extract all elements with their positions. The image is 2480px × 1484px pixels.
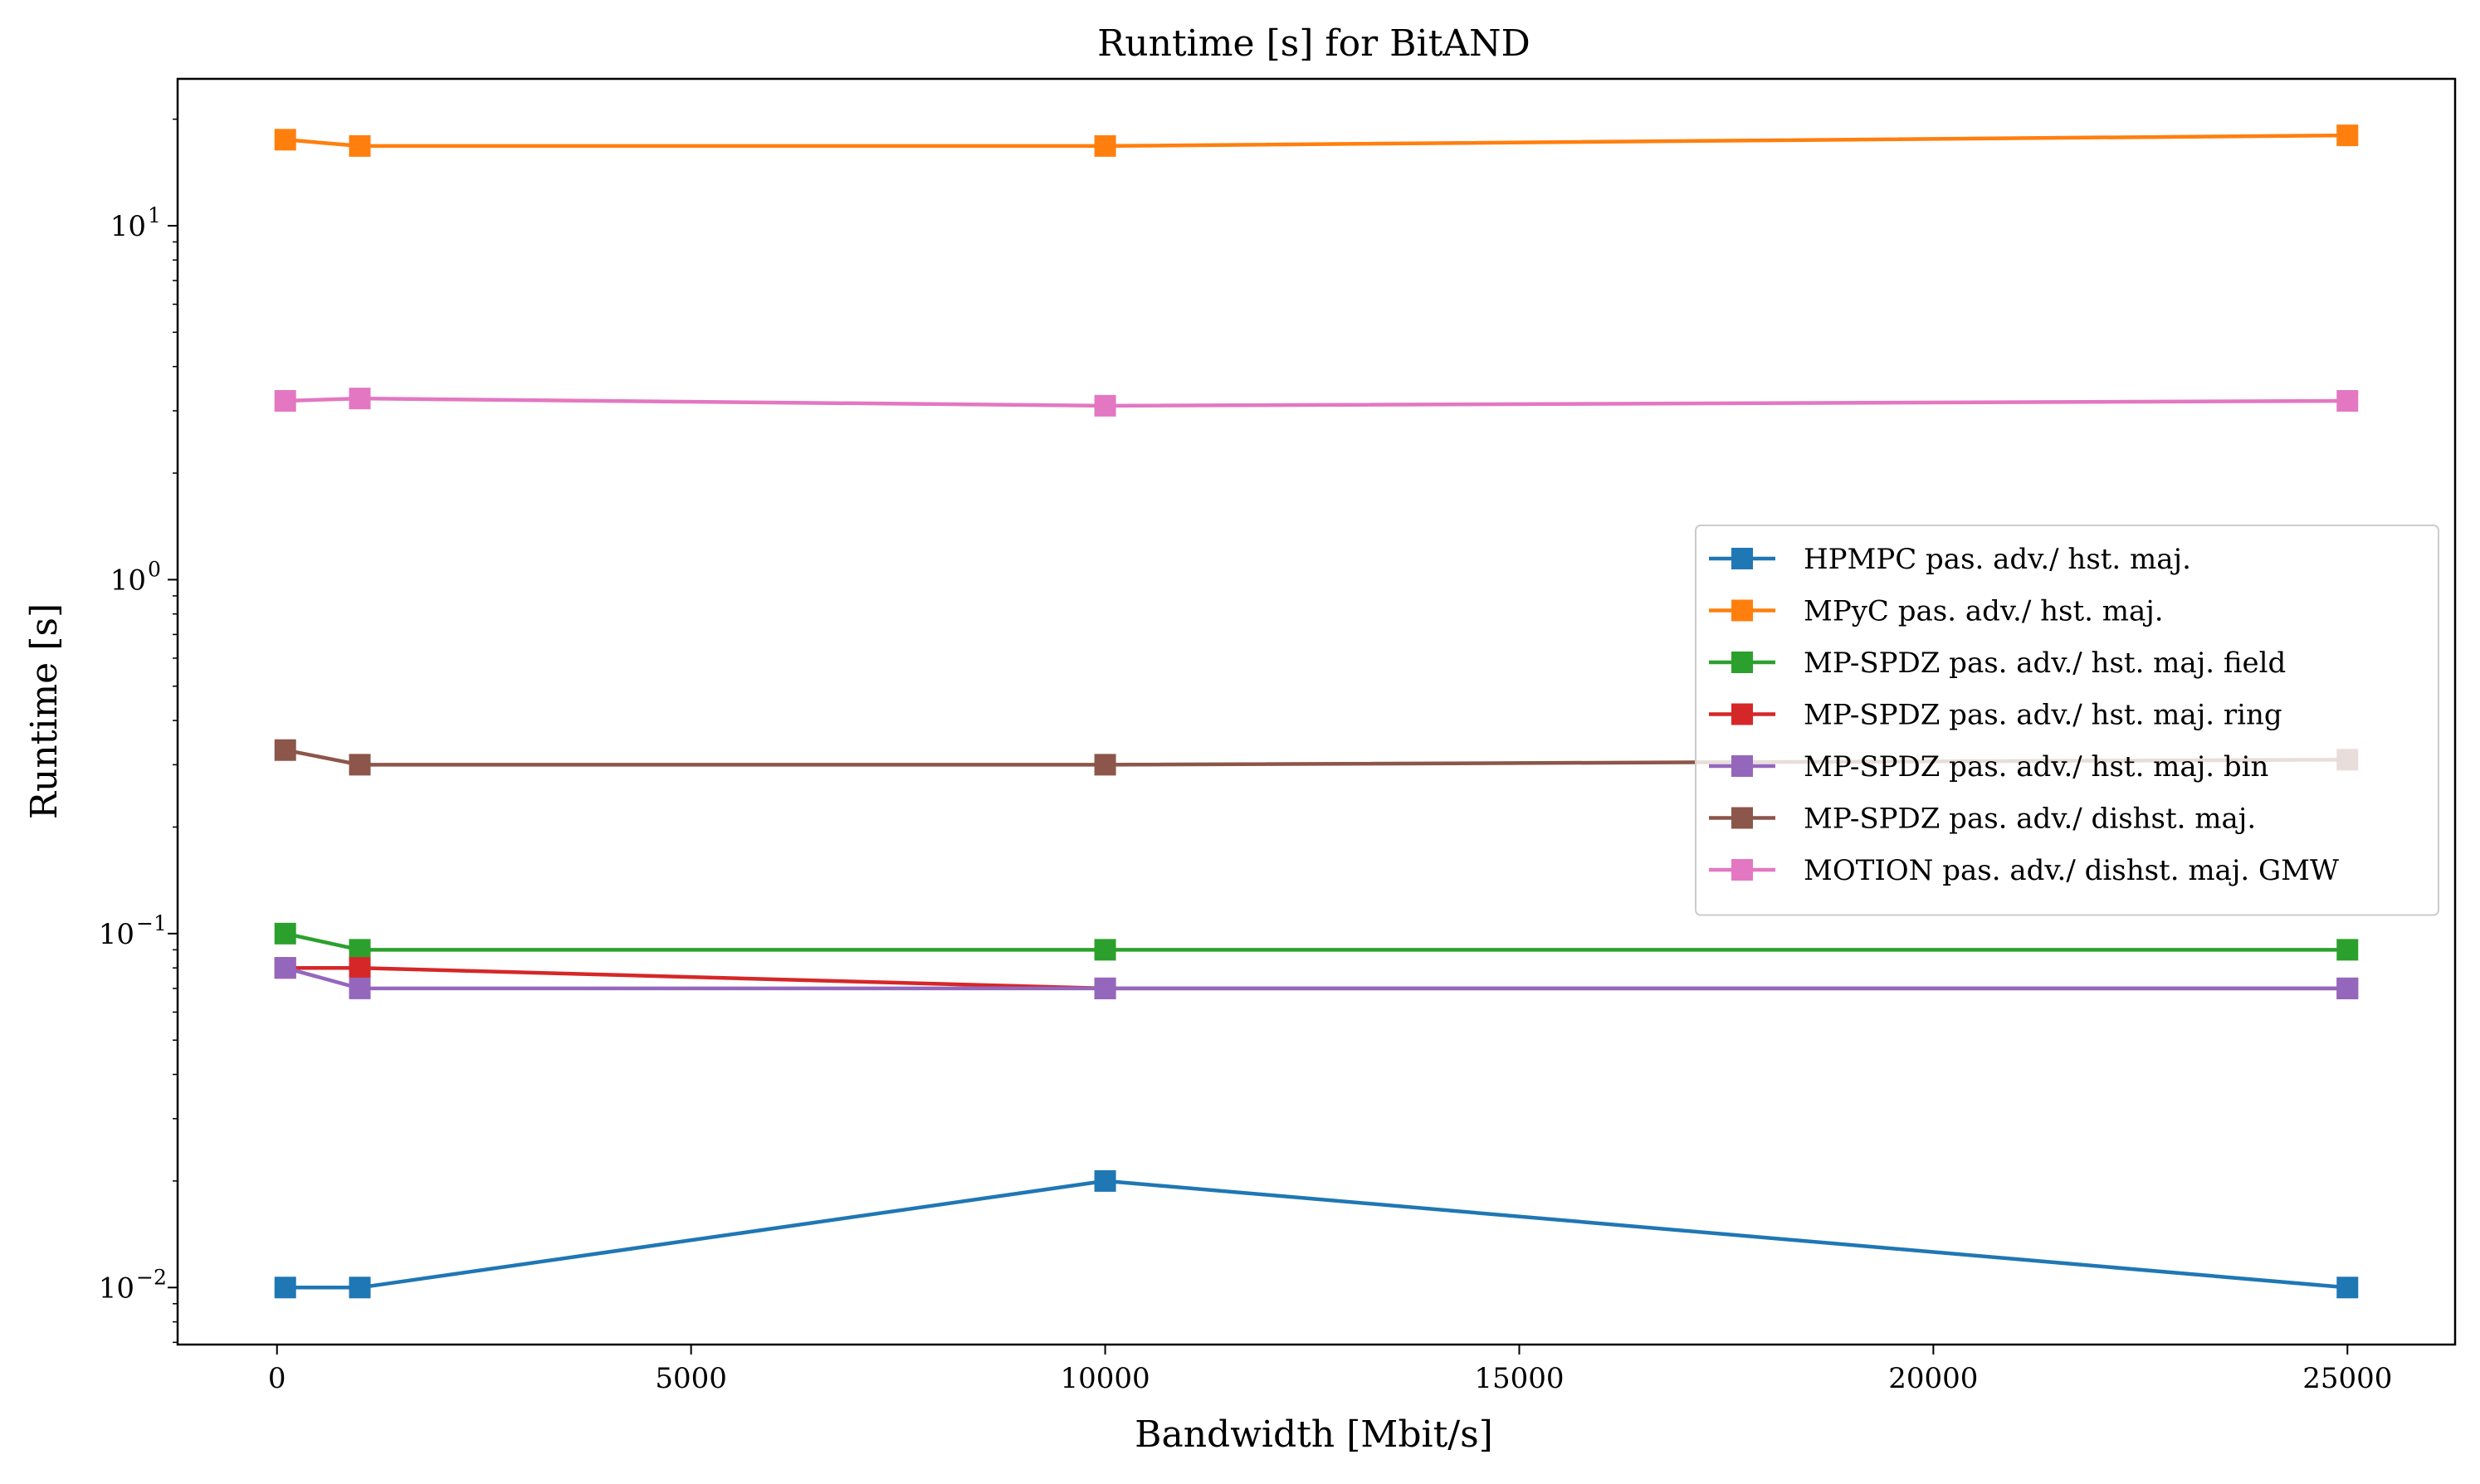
legend-marker: [1731, 599, 1753, 622]
legend-entry: HPMPC pas. adv./ hst. maj.: [1709, 543, 2191, 576]
legend-label: HPMPC pas. adv./ hst. maj.: [1804, 543, 2191, 576]
x-axis-label: Bandwidth [Mbit/s]: [1135, 1413, 1493, 1456]
y-tick-label: 10 1: [110, 203, 161, 243]
legend-entry: MP-SPDZ pas. adv./ hst. maj. ring: [1709, 699, 2282, 732]
legend-entry: MP-SPDZ pas. adv./ hst. maj. field: [1709, 647, 2286, 680]
data-point-marker: [1094, 977, 1116, 999]
legend-marker: [1731, 652, 1753, 673]
y-tick-exponent: 1: [148, 203, 161, 227]
series-7: [274, 388, 2359, 417]
chart-title: Runtime [s] for BitAND: [1097, 22, 1530, 65]
x-tick-label: 10000: [1060, 1362, 1150, 1395]
data-point-marker: [349, 957, 371, 979]
legend-label: MPyC pas. adv./ hst. maj.: [1804, 595, 2164, 628]
legend-label: MP-SPDZ pas. adv./ dishst. maj.: [1804, 803, 2256, 836]
data-point-marker: [349, 1277, 371, 1299]
x-tick-label: 15000: [1474, 1362, 1564, 1395]
y-tick-label: 10 −1: [99, 911, 167, 951]
y-tick-exponent: −2: [136, 1265, 167, 1289]
data-point-marker: [349, 977, 371, 999]
x-tick-label: 25000: [2302, 1362, 2392, 1395]
data-point-marker: [1094, 394, 1116, 417]
legend: HPMPC pas. adv./ hst. maj. MPyC pas. adv.…: [1695, 525, 2439, 916]
legend-marker: [1731, 859, 1753, 881]
data-point-marker: [2336, 939, 2359, 961]
data-point-marker: [274, 1277, 296, 1299]
legend-label: MP-SPDZ pas. adv./ hst. maj. bin: [1804, 750, 2268, 783]
data-point-marker: [349, 939, 371, 961]
data-point-marker: [349, 388, 371, 410]
y-axis-label: Runtime [s]: [23, 603, 66, 819]
data-point-marker: [274, 129, 296, 151]
data-point-marker: [274, 389, 296, 412]
legend-box: [1695, 525, 2439, 916]
y-tick-label: 10 0: [110, 557, 161, 597]
data-point-marker: [1094, 754, 1116, 776]
series-line: [285, 396, 2348, 408]
data-point-marker: [2336, 977, 2359, 999]
data-point-marker: [1094, 939, 1116, 961]
series-line: [285, 1179, 2348, 1290]
y-tick-base: 10: [110, 210, 146, 243]
series-line: [285, 931, 2348, 952]
legend-entry: MP-SPDZ pas. adv./ dishst. maj.: [1709, 803, 2256, 836]
y-tick-base: 10: [99, 1272, 134, 1305]
data-point-marker: [2336, 124, 2359, 147]
data-point-marker: [349, 134, 371, 157]
y-tick-exponent: −1: [136, 911, 167, 935]
legend-marker: [1731, 755, 1753, 777]
legend-marker: [1731, 807, 1753, 829]
y-tick-exponent: 0: [148, 557, 161, 581]
legend-entry: MOTION pas. adv./ dishst. maj. GMW: [1709, 854, 2339, 887]
legend-marker: [1731, 703, 1753, 725]
data-point-marker: [2336, 1277, 2359, 1299]
plot-area-frame: [176, 77, 2457, 1346]
data-point-marker: [2336, 389, 2359, 412]
series-1: [274, 1169, 2359, 1299]
y-tick-base: 10: [99, 918, 134, 951]
series-line: [285, 966, 2348, 991]
data-point-marker: [1094, 1169, 1116, 1192]
y-tick-base: 10: [110, 564, 146, 597]
data-point-marker: [1094, 134, 1116, 157]
legend-label: MP-SPDZ pas. adv./ hst. maj. field: [1804, 647, 2286, 680]
series-layer: [274, 124, 2359, 1299]
legend-label: MOTION pas. adv./ dishst. maj. GMW: [1804, 854, 2339, 887]
data-point-marker: [274, 739, 296, 761]
series-line: [285, 133, 2348, 149]
y-tick-label: 10 −2: [99, 1265, 167, 1305]
x-tick-label: 5000: [655, 1362, 727, 1395]
legend-entry: MP-SPDZ pas. adv./ hst. maj. bin: [1709, 750, 2268, 783]
data-point-marker: [274, 957, 296, 979]
legend-entry: MPyC pas. adv./ hst. maj.: [1709, 595, 2164, 628]
x-tick-label: 20000: [1888, 1362, 1978, 1395]
data-point-marker: [349, 754, 371, 776]
x-tick-label: 0: [268, 1362, 286, 1395]
legend-label: MP-SPDZ pas. adv./ hst. maj. ring: [1804, 699, 2282, 732]
series-2: [274, 124, 2359, 157]
series-3: [274, 922, 2359, 961]
data-point-marker: [274, 922, 296, 945]
legend-marker: [1731, 548, 1753, 569]
series-5: [274, 957, 2359, 999]
